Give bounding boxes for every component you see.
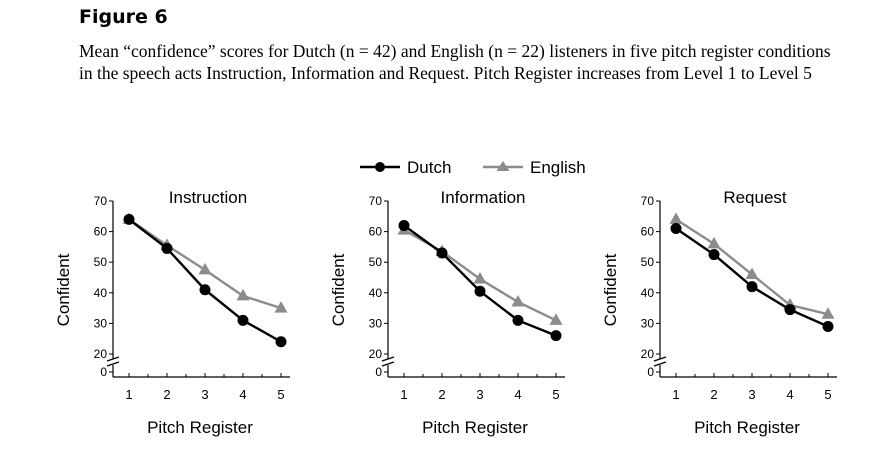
- y-tick-label: 60: [369, 225, 383, 239]
- data-point-dutch: [708, 249, 720, 261]
- y-tick-label: 0: [375, 365, 382, 379]
- data-point-english: [274, 301, 288, 313]
- x-tick-label: 4: [514, 387, 521, 402]
- y-tick-label: 20: [369, 347, 383, 361]
- y-tick-label: 50: [94, 255, 108, 269]
- data-point-english: [198, 262, 212, 275]
- figure-caption: Mean “confidence” scores for Dutch (n = …: [79, 41, 831, 83]
- data-point-english: [669, 212, 683, 224]
- y-tick-label: 70: [94, 194, 108, 208]
- axis-break-mark: [106, 356, 120, 362]
- y-tick-label: 70: [641, 194, 655, 208]
- axis-break-mark: [653, 361, 667, 367]
- x-axis-label: Pitch Register: [422, 418, 528, 437]
- data-point-dutch: [670, 223, 682, 235]
- data-point-dutch: [275, 336, 287, 348]
- figure-label: Figure 6: [79, 6, 168, 28]
- x-tick-label: 4: [786, 387, 793, 402]
- data-point-dutch: [436, 247, 448, 259]
- y-axis-label: Confident: [54, 253, 73, 326]
- series-line-english: [675, 218, 829, 316]
- y-axis-label: Confident: [329, 253, 348, 326]
- x-tick-label: 2: [163, 387, 170, 402]
- y-tick-label: 40: [369, 286, 383, 300]
- data-point-dutch: [123, 213, 135, 225]
- data-point-dutch: [398, 219, 410, 231]
- chart-panel-information: Information 0 20 30 40 50 60 70 1 2 3 4 5 Pitch Regis…: [329, 188, 565, 437]
- y-tick-label: 60: [641, 225, 655, 239]
- data-point-dutch: [784, 304, 796, 316]
- data-point-english: [511, 294, 525, 307]
- chart-title: Instruction: [169, 188, 247, 207]
- x-tick-label: 5: [552, 387, 559, 402]
- data-point-english: [549, 313, 563, 325]
- x-tick-label: 1: [125, 387, 132, 402]
- axis-break-mark: [653, 356, 667, 362]
- x-tick-label: 3: [476, 387, 483, 402]
- data-point-english: [745, 267, 759, 279]
- series-line-dutch: [128, 218, 282, 343]
- y-tick-label: 30: [641, 316, 655, 330]
- y-tick-label: 60: [94, 225, 108, 239]
- y-tick-label: 40: [94, 286, 108, 300]
- legend-english-marker: [496, 161, 510, 171]
- data-point-english: [707, 236, 721, 249]
- x-axis-label: Pitch Register: [694, 418, 800, 437]
- legend: Dutch English: [360, 158, 586, 177]
- x-tick-label: 3: [201, 387, 208, 402]
- y-tick-label: 0: [647, 365, 654, 379]
- chart-title: Request: [723, 188, 787, 207]
- x-tick-label: 4: [239, 387, 246, 402]
- x-tick-label: 2: [710, 387, 717, 402]
- y-tick-label: 20: [641, 347, 655, 361]
- y-tick-label: 30: [94, 316, 108, 330]
- data-point-dutch: [474, 285, 486, 297]
- data-point-dutch: [512, 314, 524, 326]
- x-tick-label: 3: [748, 387, 755, 402]
- axis-break-mark: [381, 361, 395, 367]
- axis-break-mark: [381, 356, 395, 362]
- data-point-dutch: [237, 314, 249, 326]
- data-point-english: [236, 288, 250, 301]
- data-point-dutch: [822, 320, 834, 332]
- x-tick-label: 5: [277, 387, 284, 402]
- data-point-english: [821, 307, 835, 319]
- x-tick-label: 1: [400, 387, 407, 402]
- y-tick-label: 20: [94, 347, 108, 361]
- y-tick-label: 70: [369, 194, 383, 208]
- y-tick-label: 0: [100, 365, 107, 379]
- y-tick-label: 50: [369, 255, 383, 269]
- x-tick-label: 2: [438, 387, 445, 402]
- data-point-dutch: [550, 330, 562, 342]
- data-point-dutch: [199, 284, 211, 296]
- chart-panel-request: Request 0 20 30 40 50 60 70 1 2 3 4 5 Pitch Register C…: [601, 188, 837, 437]
- data-point-dutch: [746, 281, 758, 293]
- x-axis-label: Pitch Register: [147, 418, 253, 437]
- x-tick-label: 5: [824, 387, 831, 402]
- data-point-dutch: [161, 242, 173, 254]
- chart-title: Information: [440, 188, 525, 207]
- x-tick-label: 1: [672, 387, 679, 402]
- y-tick-label: 50: [641, 255, 655, 269]
- legend-dutch-label: Dutch: [407, 158, 451, 177]
- chart-panel-instruction: Instruction 0 20 30 40 50 60 70 1 2 3 4 5 Pitch Regis…: [54, 188, 290, 437]
- y-tick-label: 40: [641, 286, 655, 300]
- data-point-english: [473, 272, 487, 284]
- legend-dutch-marker: [375, 162, 385, 172]
- axis-break-mark: [106, 361, 120, 367]
- y-tick-label: 30: [369, 316, 383, 330]
- legend-english-label: English: [530, 158, 586, 177]
- y-axis-label: Confident: [601, 253, 620, 326]
